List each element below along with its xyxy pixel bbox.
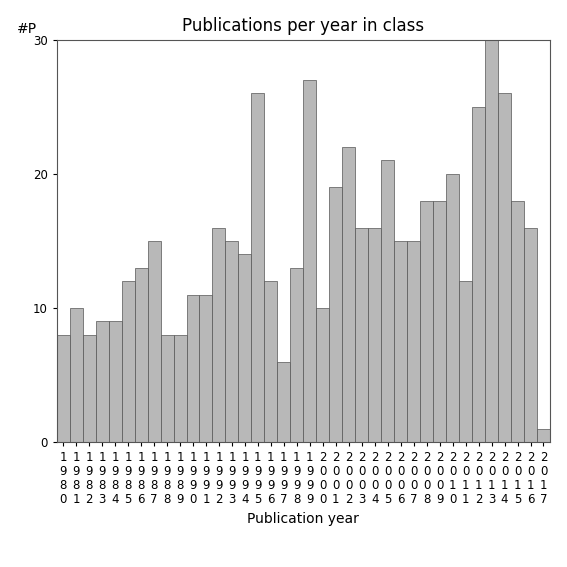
Bar [213, 227, 226, 442]
Bar [329, 187, 342, 442]
Bar [200, 295, 213, 442]
Title: Publications per year in class: Publications per year in class [182, 18, 425, 35]
Bar [109, 321, 121, 442]
Bar [446, 174, 459, 442]
Bar [394, 241, 407, 442]
Bar [420, 201, 433, 442]
Bar [251, 94, 264, 442]
Bar [342, 147, 356, 442]
X-axis label: Publication year: Publication year [247, 512, 359, 526]
Bar [187, 295, 200, 442]
Bar [407, 241, 420, 442]
Bar [83, 335, 96, 442]
Bar [368, 227, 381, 442]
Bar [472, 107, 485, 442]
Bar [511, 201, 524, 442]
Bar [524, 227, 537, 442]
Bar [239, 255, 251, 442]
Bar [290, 268, 303, 442]
Bar [498, 94, 511, 442]
Bar [356, 227, 368, 442]
Bar [381, 160, 394, 442]
Bar [226, 241, 239, 442]
Bar [134, 268, 147, 442]
Bar [459, 281, 472, 442]
Bar [57, 335, 70, 442]
Bar [70, 308, 83, 442]
Bar [160, 335, 174, 442]
Text: #P: #P [17, 22, 37, 36]
Bar [147, 241, 160, 442]
Bar [174, 335, 187, 442]
Bar [277, 362, 290, 442]
Bar [316, 308, 329, 442]
Bar [264, 281, 277, 442]
Bar [433, 201, 446, 442]
Bar [121, 281, 134, 442]
Bar [303, 80, 316, 442]
Bar [96, 321, 109, 442]
Bar [537, 429, 550, 442]
Bar [485, 40, 498, 442]
